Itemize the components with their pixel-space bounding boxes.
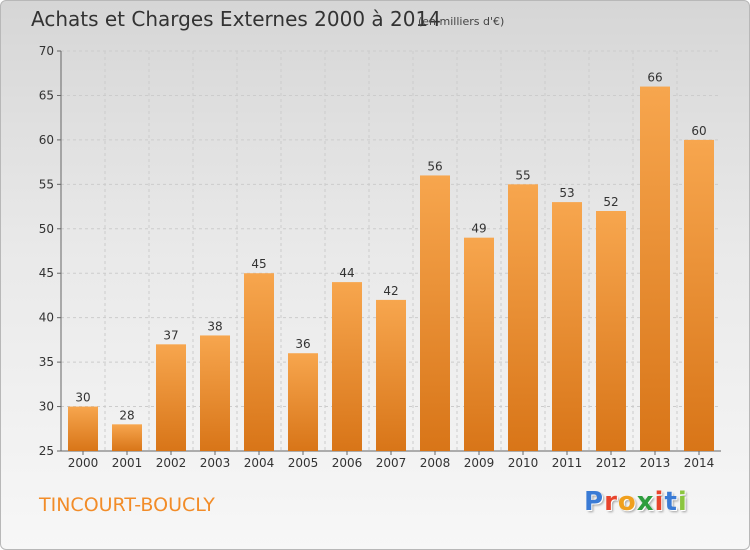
y-tick-label: 55 [39, 177, 54, 191]
bar [112, 424, 142, 451]
data-label: 56 [427, 159, 442, 173]
data-labels: 30 28 37 38 45 36 44 42 56 49 55 53 52 66 60 [75, 71, 706, 423]
bar [332, 282, 362, 451]
x-tick-label: 2002 [156, 456, 187, 470]
data-label: 49 [471, 222, 486, 236]
logo-letter: P [584, 487, 605, 517]
x-tick-label: 2003 [200, 456, 231, 470]
bars [68, 86, 714, 452]
x-tick-label: 2014 [684, 456, 715, 470]
y-tick-label: 25 [39, 444, 54, 458]
data-label: 45 [251, 257, 266, 271]
data-label: 52 [603, 195, 618, 209]
data-label: 30 [75, 391, 90, 405]
x-tick-label: 2000 [68, 456, 99, 470]
bar [552, 202, 582, 451]
data-label: 36 [295, 337, 310, 351]
bar [684, 139, 714, 451]
proxiti-logo: Proxiti [584, 487, 688, 517]
x-tick-label: 2009 [464, 456, 495, 470]
x-tick-label: 2012 [596, 456, 627, 470]
y-tick-label: 60 [39, 133, 54, 147]
bar [156, 344, 186, 451]
data-label: 44 [339, 266, 354, 280]
bar [508, 184, 538, 452]
bar [596, 211, 626, 451]
bar [288, 353, 318, 451]
y-tick-label: 45 [39, 266, 54, 280]
x-tick-label: 2001 [112, 456, 143, 470]
bar [420, 175, 450, 451]
x-tick-label: 2008 [420, 456, 451, 470]
logo-letter: i [677, 487, 688, 517]
data-label: 66 [647, 71, 662, 85]
bar [464, 237, 494, 451]
y-tick-label: 50 [39, 222, 54, 236]
chart-subtitle: (en milliers d'€) [418, 15, 505, 28]
x-tick-label: 2010 [508, 456, 539, 470]
logo-letter: t [664, 487, 678, 517]
data-label: 60 [691, 124, 706, 138]
y-tick-label: 40 [39, 311, 54, 325]
logo-letter: r [604, 487, 618, 517]
bar [376, 299, 406, 451]
y-tick-label: 70 [39, 44, 54, 58]
x-tick-label: 2005 [288, 456, 319, 470]
bar [68, 406, 98, 451]
logo-letter: o [617, 487, 637, 517]
commune-name: TINCOURT-BOUCLY [39, 494, 215, 516]
x-tick-label: 2007 [376, 456, 407, 470]
data-label: 28 [119, 408, 134, 422]
data-label: 38 [207, 319, 222, 333]
data-label: 53 [559, 186, 574, 200]
x-tick-label: 2011 [552, 456, 583, 470]
x-tick-label: 2006 [332, 456, 363, 470]
data-label: 55 [515, 168, 530, 182]
logo-letter: i [654, 487, 665, 517]
data-label: 42 [383, 284, 398, 298]
bar [640, 86, 670, 452]
data-label: 37 [163, 328, 178, 342]
x-tick-label: 2013 [640, 456, 671, 470]
logo-letter: x [636, 487, 655, 517]
y-tick-label: 65 [39, 88, 54, 102]
chart-title: Achats et Charges Externes 2000 à 2014 [31, 7, 441, 31]
y-tick-label: 30 [39, 400, 54, 414]
bar [244, 273, 274, 451]
x-tick-label: 2004 [244, 456, 275, 470]
bar [200, 335, 230, 451]
y-tick-label: 35 [39, 355, 54, 369]
